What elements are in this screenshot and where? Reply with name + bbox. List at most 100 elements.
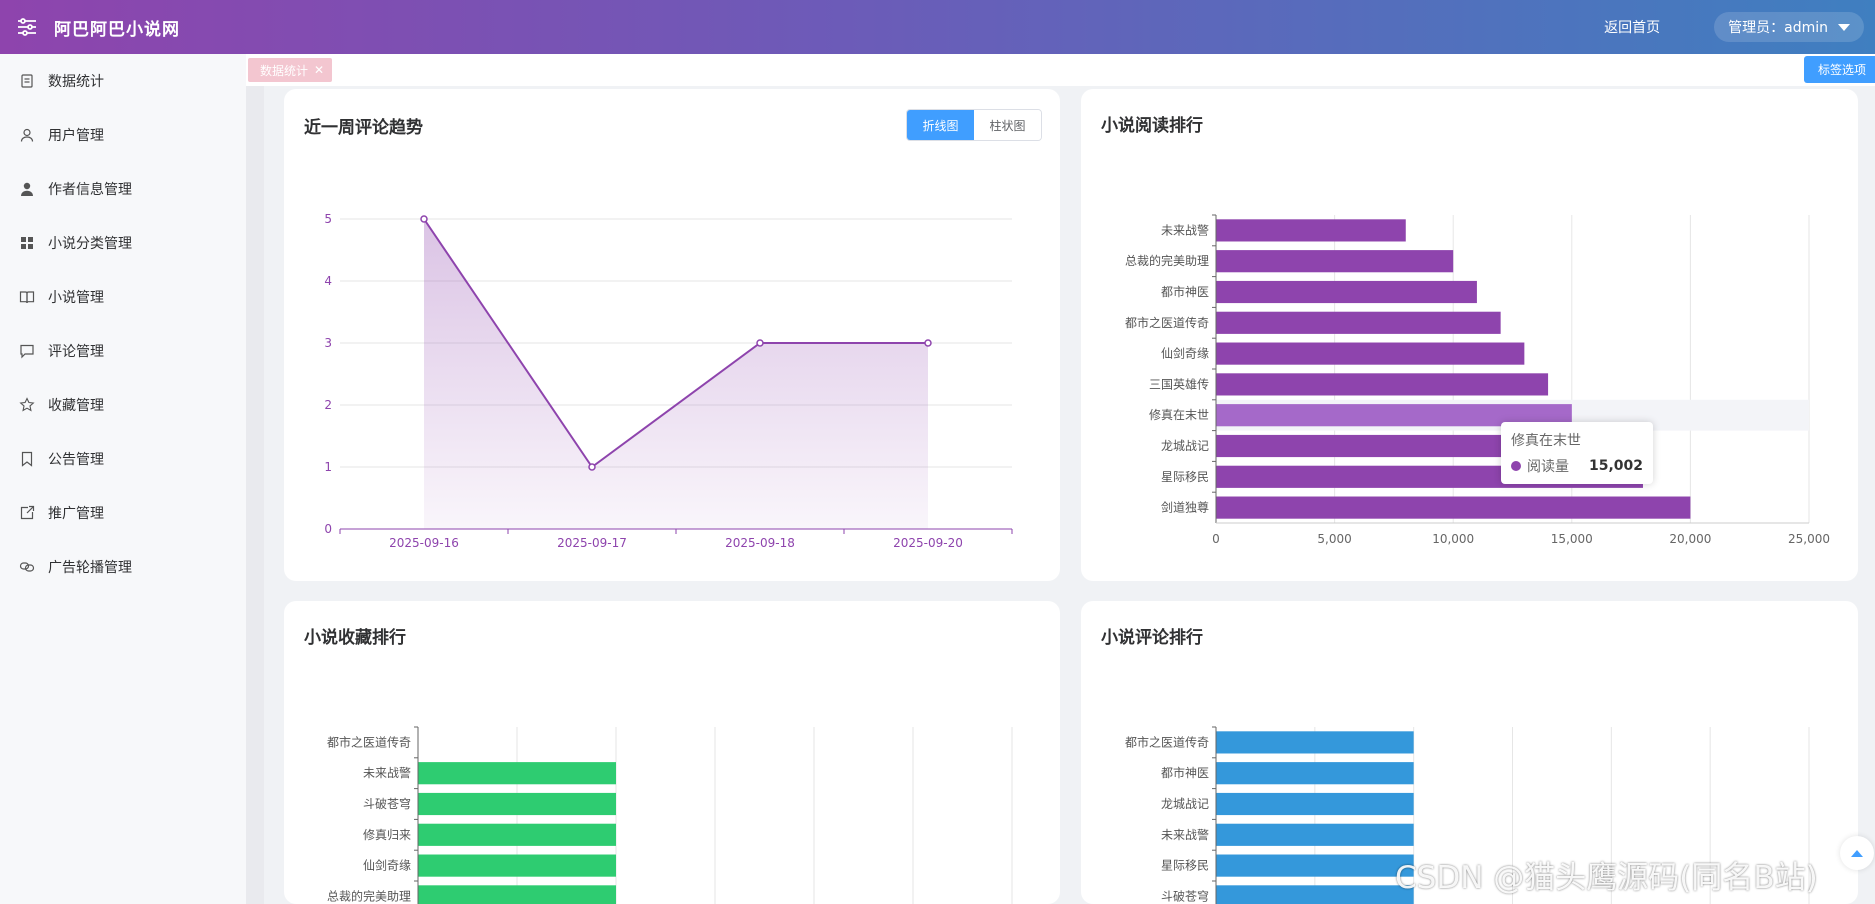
y-tick-label: 斗破苍穹 (1161, 888, 1209, 903)
bar (1216, 373, 1549, 396)
top-bar: 阿巴阿巴小说网 返回首页 管理员：admin (0, 0, 1875, 54)
arrow-up-icon (1851, 850, 1863, 857)
sidebar-item-announcements[interactable]: 公告管理 (0, 432, 246, 486)
reading-rank-chart: 0 5,000 10,000 15,000 20,000 25,000 未来战警总裁的完美助… (1125, 214, 1830, 546)
sidebar-item-label: 收藏管理 (48, 398, 104, 414)
tag-bar: 数据统计 ✕ (246, 54, 1875, 86)
bar (1216, 885, 1414, 904)
tag-options-button[interactable]: 标签选项 (1804, 56, 1875, 83)
bar (1216, 219, 1406, 242)
y-tick-label: 都市神医 (1161, 284, 1209, 299)
y-tick-label: 总裁的完美助理 (1125, 253, 1209, 268)
sidebar-item-favorites[interactable]: 收藏管理 (0, 378, 246, 432)
comment-trend-chart: 0 1 2 3 4 5 2025-09-16 2025-09-17 2025-09-18 2025… (324, 212, 1013, 550)
home-link[interactable]: 返回首页 (1604, 20, 1661, 36)
tag-data-stats[interactable]: 数据统计 ✕ (248, 58, 333, 82)
bar (1216, 731, 1414, 754)
tooltip-value: 15,002 (1589, 458, 1644, 474)
sidebar-item-users[interactable]: 用户管理 (0, 108, 246, 162)
bar (1216, 342, 1525, 365)
x-tick-label: 0 (1212, 532, 1220, 546)
sliders-icon (18, 18, 36, 36)
bar (1216, 792, 1414, 816)
user-menu[interactable]: 管理员：admin (1714, 12, 1864, 42)
x-tick-label: 2025-09-20 (893, 536, 963, 550)
data-point (420, 215, 428, 223)
sidebar-item-novels[interactable]: 小说管理 (0, 270, 246, 324)
bar (1216, 854, 1414, 877)
card-title: 小说阅读排行 (1101, 116, 1203, 136)
card-title: 近一周评论趋势 (304, 118, 423, 138)
star-icon (18, 396, 36, 414)
menu-toggle-button[interactable] (0, 0, 54, 54)
sidebar-item-label: 作者信息管理 (48, 182, 132, 198)
x-tick-label: 15,000 (1551, 532, 1593, 546)
chart-type-toggle: 折线图 柱状图 (906, 109, 1042, 141)
watermark: CSDN @猫头鹰源码(同名B站) (1395, 860, 1818, 896)
user-filled-icon (18, 180, 36, 198)
series-dot-icon (1511, 461, 1521, 471)
tooltip-series: 阅读量 (1527, 459, 1569, 475)
tag-label: 数据统计 (260, 63, 309, 78)
y-tick-label: 都市之医道传奇 (327, 734, 411, 749)
data-point (588, 463, 596, 471)
book-icon (18, 288, 36, 306)
comment-trend-card: 近一周评论趋势 折线图 柱状图 0 1 2 3 4 5 2025-09-16 2025-09-… (284, 89, 1060, 581)
x-tick-label: 25,000 (1788, 532, 1830, 546)
chart-tooltip: 修真在末世 阅读量 15,002 (1501, 422, 1654, 484)
sidebar-item-comments[interactable]: 评论管理 (0, 324, 246, 378)
sidebar-item-label: 数据统计 (48, 74, 104, 90)
y-tick-label: 2 (324, 398, 332, 412)
bar (418, 762, 616, 785)
y-tick-label: 都市之医道传奇 (1125, 315, 1209, 330)
chat-bubble-icon (18, 342, 36, 360)
bar (1216, 496, 1691, 519)
bookmark-icon (18, 450, 36, 468)
sidebar-item-promotions[interactable]: 推广管理 (0, 486, 246, 540)
y-tick-label: 总裁的完美助理 (327, 888, 411, 903)
sidebar-item-label: 小说管理 (48, 290, 104, 306)
x-tick-label: 20,000 (1669, 532, 1711, 546)
brand-title: 阿巴阿巴小说网 (54, 19, 180, 40)
grid-icon (18, 234, 36, 252)
scroll-top-button[interactable] (1840, 836, 1874, 870)
y-tick-label: 4 (324, 274, 332, 288)
x-tick-label: 2025-09-18 (725, 536, 795, 550)
y-tick-label: 都市神医 (1161, 765, 1209, 780)
bar (1216, 280, 1477, 304)
sidebar: 数据统计 用户管理 作者信息管理 小说分类管理 小说管理 评论管理 收藏管理 公… (0, 54, 246, 904)
bar (1216, 762, 1414, 785)
series-line (423, 218, 928, 469)
bar (1216, 250, 1454, 273)
sidebar-item-categories[interactable]: 小说分类管理 (0, 216, 246, 270)
y-tick-label: 3 (324, 336, 332, 350)
y-tick-label: 仙剑奇缘 (363, 858, 411, 873)
card-title: 小说评论排行 (1101, 628, 1203, 648)
y-tick-label: 龙城战记 (1161, 439, 1209, 453)
sidebar-item-authors[interactable]: 作者信息管理 (0, 162, 246, 216)
reading-rank-card: 小说阅读排行 0 5,000 10,000 15,000 20,000 25,000 未来战… (1081, 89, 1858, 581)
x-tick-label: 2025-09-16 (389, 536, 459, 550)
line-chart-toggle-button[interactable]: 折线图 (907, 110, 974, 140)
comments-rank-card: 小说评论排行 都市之医道传奇 都市神医 龙城战记 未来战警 星际移民 斗破苍穹 (1081, 601, 1858, 904)
sidebar-item-label: 推广管理 (48, 506, 104, 522)
bar (418, 854, 616, 877)
bar (1216, 823, 1414, 846)
close-icon[interactable]: ✕ (314, 63, 325, 77)
bar-chart-toggle-button[interactable]: 柱状图 (974, 110, 1041, 140)
share-icon (18, 504, 36, 522)
tooltip-title: 修真在末世 (1511, 433, 1581, 449)
sidebar-item-ad-carousel[interactable]: 广告轮播管理 (0, 540, 246, 594)
y-tick-label: 未来战警 (363, 765, 411, 780)
bar (418, 885, 616, 904)
x-tick-label: 10,000 (1432, 532, 1474, 546)
sidebar-item-data-stats[interactable]: 数据统计 (0, 54, 246, 108)
y-tick-label: 0 (324, 522, 332, 536)
y-tick-label: 1 (324, 460, 332, 474)
y-tick-label: 修真归来 (363, 827, 411, 842)
user-outline-icon (18, 126, 36, 144)
y-tick-label: 未来战警 (1161, 827, 1209, 842)
sidebar-item-label: 广告轮播管理 (48, 560, 132, 576)
data-point (756, 339, 764, 347)
